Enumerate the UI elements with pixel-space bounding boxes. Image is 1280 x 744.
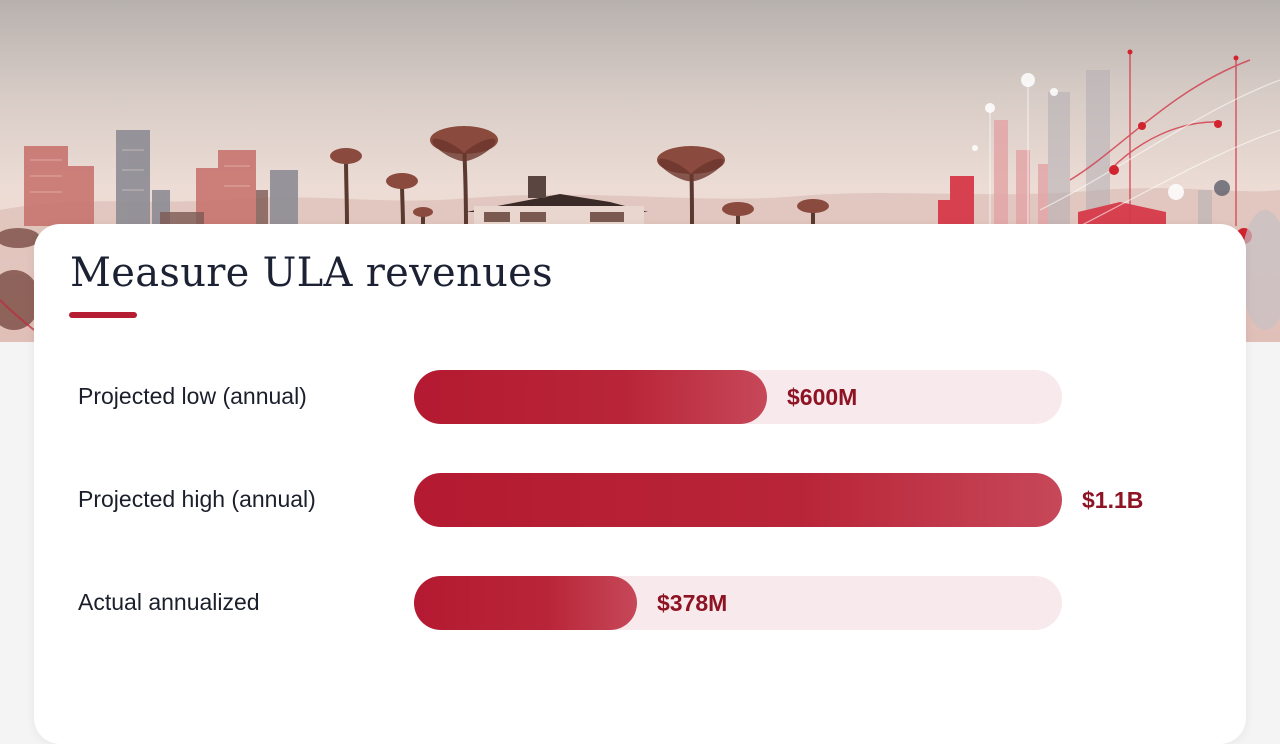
bar-value-label: $1.1B [1082,487,1144,513]
bar-label: Projected high (annual) [78,486,316,512]
bar-actual-annualized [414,576,637,630]
bar-label: Actual annualized [78,589,260,615]
bar-row-actual-annualized: Actual annualized $378M [34,574,1246,630]
revenue-card: Measure ULA revenues Projected low (annu… [34,224,1246,744]
bar-track [414,473,1062,527]
bar-label: Projected low (annual) [78,383,307,409]
bar-row-projected-high: Projected high (annual) $1.1B [34,471,1246,527]
bar-track [414,576,1062,630]
page-title: Measure ULA revenues [70,250,553,296]
bar-projected-high [414,473,1062,527]
bar-value-label: $600M [787,384,858,410]
bar-row-projected-low: Projected low (annual) $600M [34,368,1246,424]
bar-value-label: $378M [657,590,728,616]
title-underline [69,312,137,318]
bar-track [414,370,1062,424]
bar-projected-low [414,370,767,424]
